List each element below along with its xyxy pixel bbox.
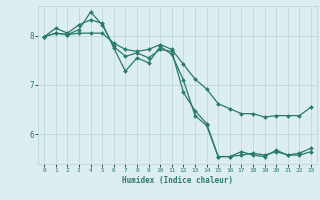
X-axis label: Humidex (Indice chaleur): Humidex (Indice chaleur) [122,176,233,185]
